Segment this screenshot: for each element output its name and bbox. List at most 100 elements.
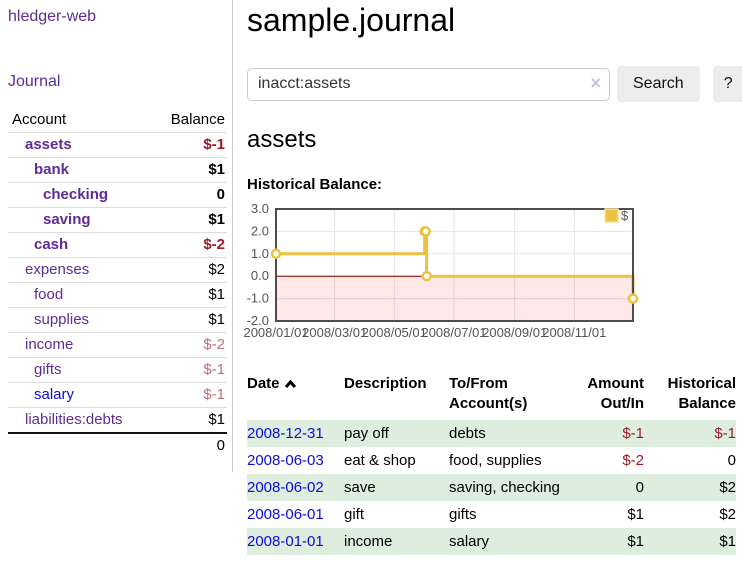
sidebar-item-journal[interactable]: Journal <box>8 73 61 90</box>
search-button[interactable]: Search <box>617 66 700 102</box>
search-form: × Search ? <box>247 66 742 102</box>
account-balance: $-1 <box>203 361 225 378</box>
accounts-table-header: Account Balance <box>8 108 227 133</box>
svg-text:2008/01/01: 2008/01/01 <box>243 325 308 340</box>
account-link-bank[interactable]: bank <box>34 161 70 178</box>
accounts-table-total-row: 0 <box>8 432 227 458</box>
transaction-amount: $-2 <box>622 452 644 469</box>
account-row: salary $-1 <box>8 383 227 408</box>
svg-text:1.0: 1.0 <box>251 246 269 261</box>
transaction-date-link[interactable]: 2008-01-01 <box>247 533 324 550</box>
clear-search-icon[interactable]: × <box>590 72 601 93</box>
account-balance: $-2 <box>203 236 225 253</box>
transaction-date-link[interactable]: 2008-12-31 <box>247 425 324 442</box>
account-row: gifts $-1 <box>8 358 227 383</box>
register-row: 2008-06-01 gift gifts $1 $2 <box>247 501 736 528</box>
balance-column-header-register: Historical Balance <box>667 375 736 412</box>
account-link-salary[interactable]: salary <box>34 386 75 403</box>
page-title: sample.journal <box>247 2 456 38</box>
transaction-description: pay off <box>344 425 389 442</box>
transaction-balance: $1 <box>719 533 736 550</box>
account-balance: $-1 <box>203 136 225 153</box>
account-row: cash $-2 <box>8 233 227 258</box>
account-row: liabilities:debts $1 <box>8 408 227 433</box>
account-link-checking[interactable]: checking <box>43 186 109 203</box>
historical-balance-chart: 3.0 2.0 1.0 0.0 -1.0 -2.0 2008/01/01 2008/03/01… <box>243 201 742 354</box>
transaction-date-link[interactable]: 2008-06-01 <box>247 506 324 523</box>
transaction-balance: $2 <box>719 506 736 523</box>
account-row: bank $1 <box>8 158 227 183</box>
date-column-header-sortable[interactable]: Date <box>247 372 344 420</box>
account-link-food[interactable]: food <box>34 286 64 303</box>
svg-text:2008/07/01: 2008/07/01 <box>421 325 486 340</box>
transaction-accounts: gifts <box>449 506 477 523</box>
transaction-description: gift <box>344 506 365 523</box>
transaction-description: eat & shop <box>344 452 416 469</box>
transaction-accounts: saving, checking <box>449 479 560 496</box>
account-link-assets[interactable]: assets <box>25 136 72 153</box>
transaction-balance: 0 <box>727 452 736 469</box>
search-help-button[interactable]: ? <box>712 66 742 102</box>
account-balance: $-1 <box>203 386 225 403</box>
account-link-expenses[interactable]: expenses <box>25 261 90 278</box>
transaction-description: income <box>344 533 393 550</box>
account-link-cash[interactable]: cash <box>34 236 69 253</box>
account-balance: $1 <box>208 211 225 228</box>
chart-title: Historical Balance: <box>247 176 383 193</box>
svg-text:2008/11/01: 2008/11/01 <box>542 325 606 340</box>
transaction-amount: 0 <box>635 479 644 496</box>
transaction-amount: $1 <box>627 506 644 523</box>
account-link-saving[interactable]: saving <box>43 211 91 228</box>
register-row: 2008-01-01 income salary $1 $1 <box>247 528 736 555</box>
account-balance: $1 <box>208 311 225 328</box>
accounts-balance-table: Account Balance assets $-1 bank $1 checking 0… <box>8 108 227 458</box>
transaction-date-link[interactable]: 2008-06-02 <box>247 479 324 496</box>
account-balance: $1 <box>208 161 225 178</box>
svg-text:2008/05/01: 2008/05/01 <box>362 325 427 340</box>
account-heading: assets <box>247 126 317 153</box>
description-column-header: Description <box>344 375 427 392</box>
balance-column-header: Balance <box>170 111 225 128</box>
amount-column-header: Amount Out/In <box>587 375 644 412</box>
accounts-total-balance: 0 <box>216 437 225 454</box>
search-input[interactable] <box>247 67 610 101</box>
svg-text:-1.0: -1.0 <box>247 291 269 306</box>
account-row: expenses $2 <box>8 258 227 283</box>
register-table: Date Description To/From Account(s) Amou… <box>247 372 736 555</box>
transaction-date-link[interactable]: 2008-06-03 <box>247 452 324 469</box>
svg-text:-2.0: -2.0 <box>247 313 269 328</box>
svg-text:3.0: 3.0 <box>251 201 269 216</box>
account-link-income[interactable]: income <box>25 336 74 353</box>
register-row: 2008-06-02 save saving, checking 0 $2 <box>247 474 736 501</box>
transaction-balance: $2 <box>719 479 736 496</box>
sort-ascending-icon <box>284 379 297 389</box>
account-link-gifts[interactable]: gifts <box>34 361 62 378</box>
chart-canvas: 3.0 2.0 1.0 0.0 -1.0 -2.02008/01/012008/03/01… <box>243 201 639 340</box>
account-balance: 0 <box>216 186 225 203</box>
account-column-header: Account <box>12 111 67 128</box>
account-balance: $-2 <box>203 336 225 353</box>
account-balance: $1 <box>208 286 225 303</box>
transaction-amount: $1 <box>627 533 644 550</box>
account-link-supplies[interactable]: supplies <box>34 311 90 328</box>
transaction-description: save <box>344 479 376 496</box>
account-row: saving $1 <box>8 208 227 233</box>
transaction-accounts: food, supplies <box>449 452 542 469</box>
accounts-table-rows: assets $-1 bank $1 checking 0 saving $1 cash $-2 e… <box>8 133 227 433</box>
account-row: income $-2 <box>8 333 227 358</box>
account-row: assets $-1 <box>8 133 227 158</box>
transaction-balance: $-1 <box>714 425 736 442</box>
accounts-column-header: To/From Account(s) <box>449 375 528 412</box>
register-row: 2008-06-03 eat & shop food, supplies $-2 0 <box>247 447 736 474</box>
register-row: 2008-12-31 pay off debts $-1 $-1 <box>247 420 736 447</box>
svg-text:$: $ <box>621 208 629 223</box>
account-row: food $1 <box>8 283 227 308</box>
svg-text:0.0: 0.0 <box>251 268 269 283</box>
main-content: sample.journal × Search ? assets Histori… <box>233 0 742 565</box>
account-link-liabilities-debts[interactable]: liabilities:debts <box>25 411 123 428</box>
page: hledger-web Journal Account Balance asse… <box>8 0 742 565</box>
transaction-accounts: debts <box>449 425 486 442</box>
app-title-link[interactable]: hledger-web <box>8 8 97 25</box>
account-balance: $2 <box>208 261 225 278</box>
svg-text:2.0: 2.0 <box>251 223 269 238</box>
